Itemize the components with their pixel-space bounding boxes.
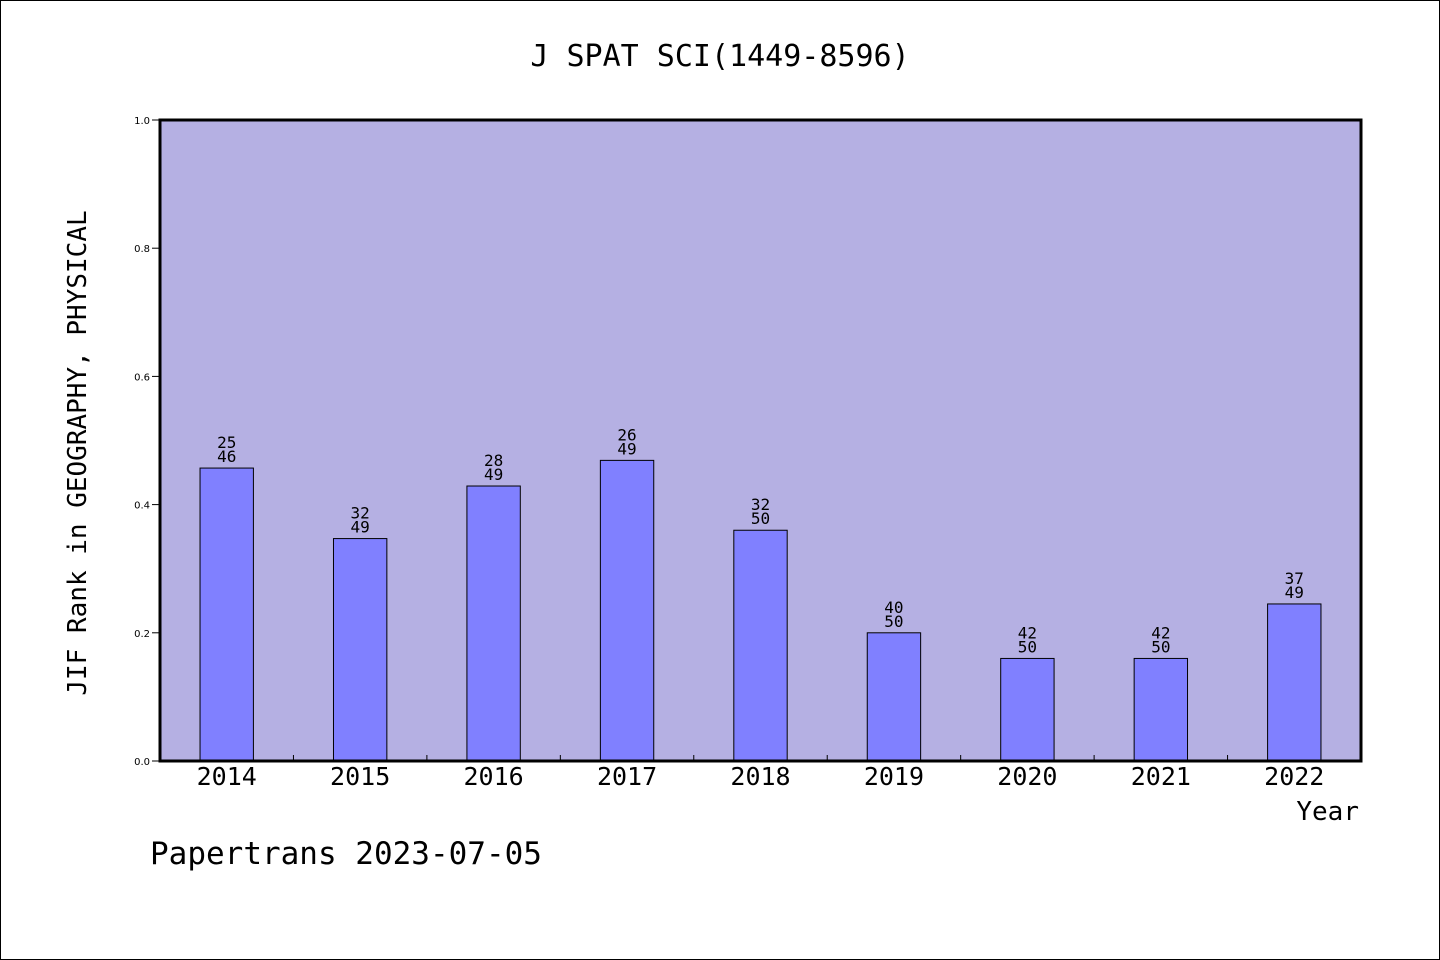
y-tick-label: 0.8 bbox=[134, 244, 150, 255]
bar-rank-label: 32 bbox=[351, 504, 370, 523]
bar-2015 bbox=[332, 538, 388, 762]
bar-rank-label: 37 bbox=[1285, 569, 1304, 588]
y-tick-label: 1.0 bbox=[134, 116, 150, 127]
bar-total-label: 49 bbox=[617, 439, 636, 458]
bar-2019 bbox=[866, 632, 922, 762]
x-tick-label: 2020 bbox=[997, 762, 1057, 791]
bar-total-label: 50 bbox=[884, 612, 903, 631]
y-tick-label: 0.4 bbox=[134, 501, 150, 512]
x-tick-label: 2018 bbox=[730, 762, 790, 791]
y-axis: 0.0 0.2 0.4 0.6 0.8 1.0 bbox=[134, 116, 160, 768]
bar-2022 bbox=[1267, 603, 1322, 762]
bar-rank-label: 42 bbox=[1151, 623, 1170, 642]
bar-total-label: 49 bbox=[351, 518, 370, 537]
chart-title: J SPAT SCI(1449-8596) bbox=[530, 39, 909, 74]
x-tick-label: 2015 bbox=[330, 762, 390, 791]
bar-rank-label: 26 bbox=[617, 425, 636, 444]
bar-rank-label: 28 bbox=[484, 451, 503, 470]
bar-total-label: 50 bbox=[1018, 637, 1037, 656]
bar-rank-label: 32 bbox=[751, 495, 770, 514]
x-tick-label: 2016 bbox=[464, 762, 524, 791]
y-tick-label: 0.6 bbox=[134, 372, 150, 383]
bar-total-label: 46 bbox=[217, 447, 236, 466]
bar-total-label: 49 bbox=[1285, 583, 1304, 602]
bar-total-label: 49 bbox=[484, 465, 503, 484]
plot-border bbox=[158, 118, 1363, 763]
y-tick-label: 0.2 bbox=[134, 629, 150, 640]
x-axis-label: Year bbox=[1296, 797, 1359, 827]
bar-rank-label: 25 bbox=[217, 433, 236, 452]
bar-2018 bbox=[733, 529, 788, 762]
x-tick-label: 2014 bbox=[197, 762, 257, 791]
bar-2020 bbox=[1000, 657, 1055, 762]
x-axis: 2014 2015 2016 2017 2018 2019 2020 2021 2022 bbox=[197, 755, 1324, 791]
bars-layer bbox=[199, 459, 1322, 762]
bar-2017 bbox=[599, 459, 655, 762]
bar-2016 bbox=[466, 485, 521, 762]
y-tick-label: 0.0 bbox=[134, 757, 150, 768]
bar-rank-label: 40 bbox=[884, 598, 903, 617]
y-axis-label: JIF Rank in GEOGRAPHY, PHYSICAL bbox=[63, 210, 93, 695]
bar-total-label: 50 bbox=[1151, 637, 1170, 656]
bar-total-label: 50 bbox=[751, 509, 770, 528]
bar-rank-label: 42 bbox=[1018, 623, 1037, 642]
footer-credit: Papertrans 2023-07-05 bbox=[150, 836, 542, 872]
bar-2021 bbox=[1133, 657, 1189, 762]
x-tick-label: 2022 bbox=[1264, 762, 1324, 791]
x-tick-label: 2021 bbox=[1131, 762, 1191, 791]
x-tick-label: 2019 bbox=[864, 762, 924, 791]
x-tick-label: 2017 bbox=[597, 762, 657, 791]
bar-2014 bbox=[199, 467, 254, 762]
